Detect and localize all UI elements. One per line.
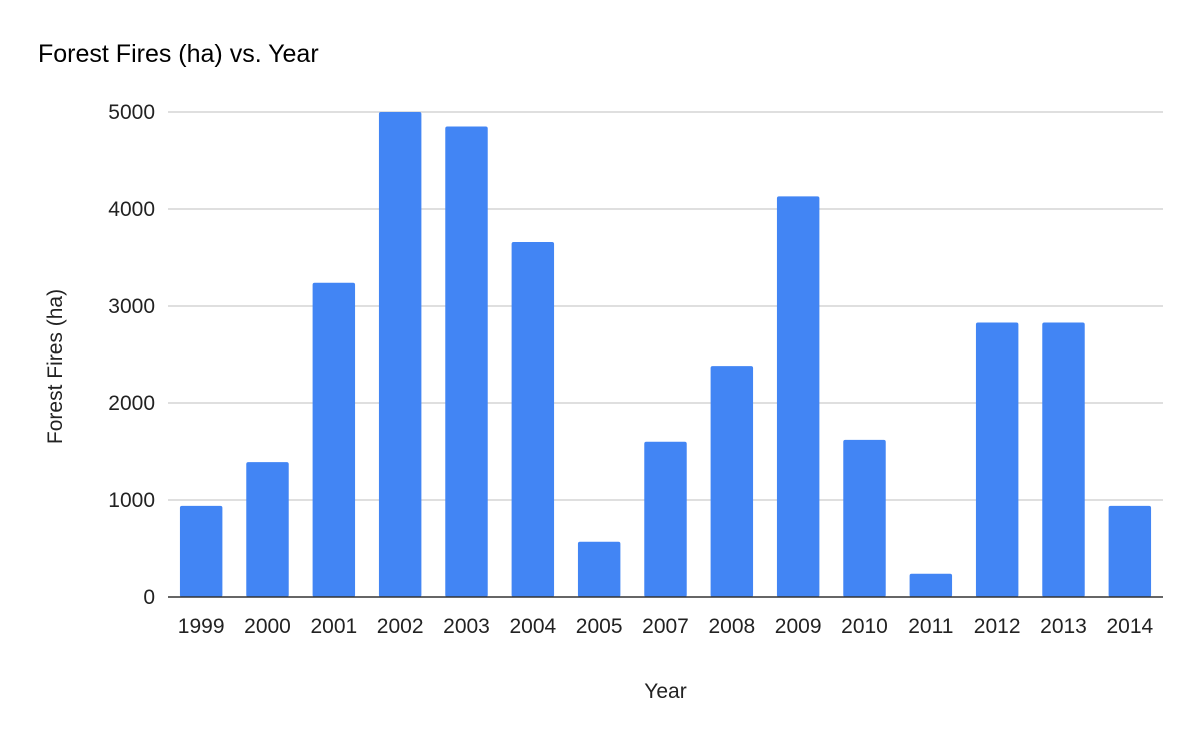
bar-2011	[909, 573, 953, 597]
bar-2009	[776, 196, 820, 597]
x-tick-labels: 1999 2000 2001 2002 2003 2004 2005 2007 2008 2009…	[178, 615, 1154, 638]
bar-2010	[843, 439, 886, 597]
x-tick-label: 2011	[908, 615, 953, 638]
y-tick-label: 0	[143, 586, 155, 609]
x-tick-label: 2013	[1040, 615, 1087, 638]
bar-1999	[179, 505, 223, 597]
x-tick-label: 2007	[642, 615, 689, 638]
x-tick-label: 2000	[244, 615, 291, 638]
bar-2008	[710, 366, 754, 597]
bars	[179, 112, 1152, 598]
x-tick-label: 2002	[377, 615, 424, 638]
bar-2012	[975, 322, 1019, 597]
x-tick-label: 2008	[708, 615, 755, 638]
bar-2003	[445, 126, 488, 598]
bar-2014	[1108, 505, 1152, 597]
x-tick-label: 2004	[509, 615, 556, 638]
bar-2013	[1042, 322, 1085, 597]
x-tick-label: 2009	[775, 615, 822, 638]
x-tick-label: 2010	[841, 615, 888, 638]
y-tick-label: 2000	[108, 392, 155, 415]
x-tick-label: 1999	[178, 615, 225, 638]
x-tick-label: 2005	[576, 615, 623, 638]
x-tick-label: 2003	[443, 615, 490, 638]
x-tick-label: 2001	[310, 615, 357, 638]
bar-2005	[577, 541, 621, 597]
y-tick-label: 3000	[108, 295, 155, 318]
y-tick-label: 5000	[108, 101, 155, 124]
y-tick-label: 4000	[108, 198, 155, 221]
bar-2007	[644, 441, 687, 597]
bar-2001	[312, 282, 356, 597]
x-tick-label: 2014	[1106, 615, 1153, 638]
y-axis-title: Forest Fires (ha)	[44, 289, 67, 444]
y-tick-label: 1000	[108, 489, 155, 512]
bar-2002	[378, 112, 422, 597]
x-axis-title: Year	[644, 680, 686, 703]
x-tick-label: 2012	[974, 615, 1021, 638]
bar-2000	[246, 462, 289, 597]
chart-title: Forest Fires (ha) vs. Year	[38, 40, 319, 68]
bar-2004	[511, 241, 555, 598]
y-tick-labels: 0 1000 2000 3000 4000 5000	[108, 101, 155, 609]
